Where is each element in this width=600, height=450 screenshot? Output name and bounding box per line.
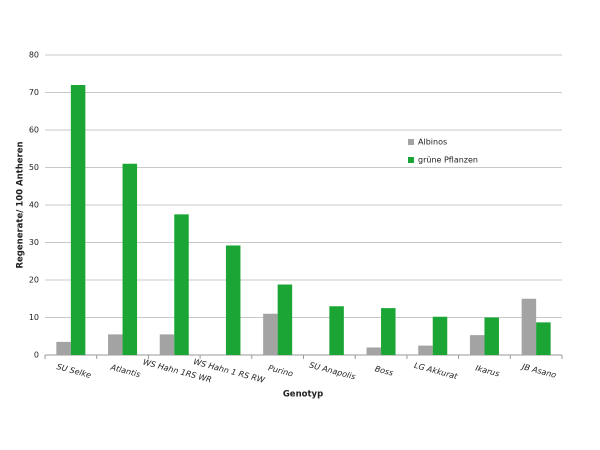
y-tick-label: 70 bbox=[29, 88, 39, 97]
bar bbox=[56, 341, 71, 355]
legend-swatch bbox=[408, 157, 414, 163]
bar bbox=[521, 298, 537, 355]
bar bbox=[418, 345, 433, 355]
bar bbox=[381, 308, 396, 355]
x-tick-label: LG Akkurat bbox=[413, 361, 459, 381]
bar bbox=[108, 334, 123, 355]
bar bbox=[263, 313, 278, 355]
bar bbox=[174, 214, 189, 355]
bar bbox=[70, 85, 86, 355]
y-tick-label: 80 bbox=[29, 51, 39, 60]
x-tick-label: Ikarus bbox=[474, 363, 500, 378]
x-tick-label: Atlantis bbox=[109, 362, 142, 379]
legend-swatch bbox=[408, 139, 414, 145]
y-tick-label: 10 bbox=[29, 313, 39, 322]
x-tick-label: SU Anapolis bbox=[308, 361, 356, 382]
legend-label: Albinos bbox=[418, 138, 447, 147]
y-tick-label: 0 bbox=[34, 351, 39, 360]
bar bbox=[469, 335, 485, 355]
x-tick-label: JB Asano bbox=[519, 362, 557, 380]
y-tick-label: 20 bbox=[29, 276, 39, 285]
legend-label: grüne Pflanzen bbox=[418, 156, 478, 165]
bar bbox=[366, 347, 382, 355]
bar bbox=[122, 163, 138, 355]
x-axis-title: Genotyp bbox=[283, 390, 323, 400]
bar bbox=[329, 306, 344, 355]
bar bbox=[277, 284, 293, 355]
x-tick-label: SU Selke bbox=[56, 362, 92, 380]
bar bbox=[432, 316, 448, 355]
y-tick-label: 60 bbox=[29, 126, 39, 135]
x-tick-label: Boss bbox=[374, 364, 394, 378]
bar bbox=[536, 322, 551, 355]
y-tick-label: 30 bbox=[29, 238, 39, 247]
bar bbox=[484, 317, 499, 355]
bar bbox=[159, 334, 175, 355]
x-tick-label: Purino bbox=[267, 363, 294, 378]
y-axis-title: Regenerate/ 100 Antheren bbox=[16, 141, 26, 268]
y-tick-label: 50 bbox=[29, 163, 39, 172]
bar bbox=[225, 245, 241, 355]
y-tick-label: 40 bbox=[29, 201, 39, 210]
